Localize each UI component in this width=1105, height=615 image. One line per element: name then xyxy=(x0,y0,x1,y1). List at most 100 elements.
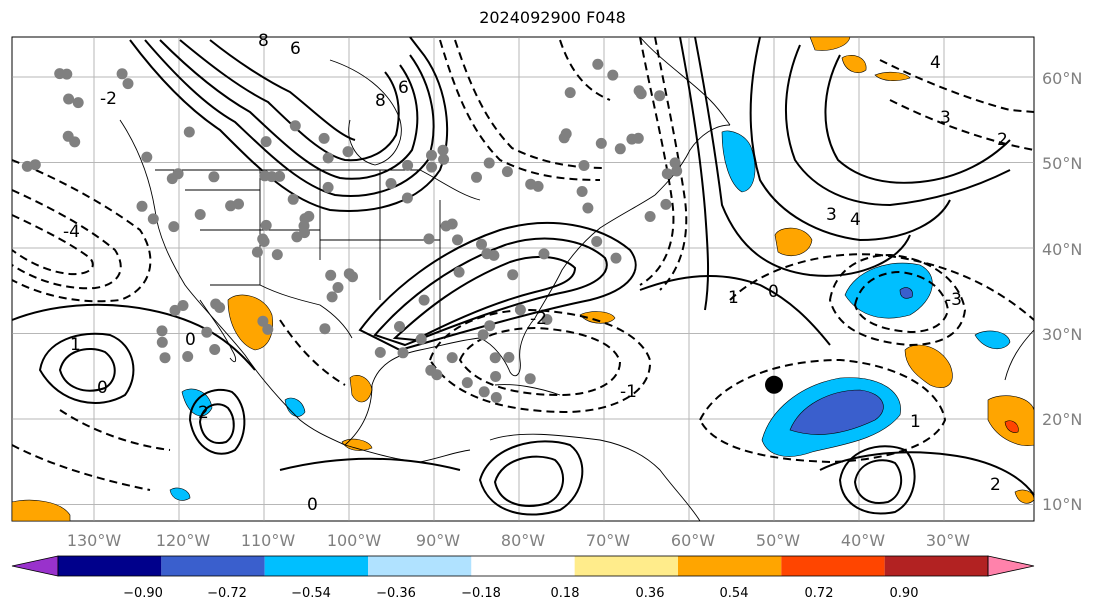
station-dot xyxy=(431,369,443,381)
station-dot xyxy=(177,300,189,311)
station-dot xyxy=(453,266,465,278)
colorbar-tick: 0.18 xyxy=(550,586,580,601)
station-dot xyxy=(418,294,430,306)
lon-label: 100°W xyxy=(327,531,382,550)
contour-pos-3 xyxy=(159,39,419,180)
colorbar-swatch xyxy=(264,556,368,576)
colorbar-tick: 0.36 xyxy=(635,586,665,601)
station-dot xyxy=(490,392,502,403)
station-dot xyxy=(141,151,153,163)
station-dot xyxy=(156,336,168,348)
station-dot xyxy=(183,126,195,138)
lat-labels: 60°N 50°N 40°N 30°N 20°N 10°N xyxy=(1042,69,1082,514)
colorbar xyxy=(11,555,1035,577)
station-dot xyxy=(488,249,500,261)
positive-contours xyxy=(11,36,1035,516)
lon-label: 110°W xyxy=(241,531,296,550)
station-dot xyxy=(471,171,482,183)
colorbar-tick: −0.54 xyxy=(291,586,331,601)
station-dot xyxy=(61,68,73,80)
station-dot xyxy=(437,144,449,156)
lon-label: 30°W xyxy=(926,531,970,550)
lat-label: 50°N xyxy=(1042,154,1082,173)
contour-label: -4 xyxy=(63,222,80,242)
shade-orange-se xyxy=(1014,489,1035,504)
station-dot xyxy=(116,68,128,80)
lon-label: 70°W xyxy=(586,531,630,550)
lat-label: 40°N xyxy=(1042,240,1082,259)
map-title: 2024092900 F048 xyxy=(479,8,626,27)
contour-zero-1 xyxy=(11,303,256,371)
station-dot xyxy=(266,171,278,183)
colorbar-swatch xyxy=(781,556,885,576)
coast-baja xyxy=(199,299,237,363)
contour-pos-5 xyxy=(209,39,356,141)
lon-labels: 130°W 120°W 110°W 100°W 90°W 80°W 70°W 6… xyxy=(67,531,970,550)
station-dot xyxy=(194,209,206,220)
contour-label: 2 xyxy=(997,130,1008,150)
contour-label: 1 xyxy=(728,288,739,308)
contour-label: 0 xyxy=(97,378,108,398)
station-dot xyxy=(326,291,338,303)
shade-orange-mex xyxy=(227,294,273,351)
station-dot xyxy=(503,351,515,363)
contour-label: 8 xyxy=(375,91,386,111)
colorbar-tick: −0.36 xyxy=(376,586,416,601)
contour-ridge-2 xyxy=(373,237,608,347)
station-dot xyxy=(208,171,220,183)
contour-neg-13 xyxy=(729,253,1035,321)
station-dots xyxy=(21,58,683,403)
coast-hudson xyxy=(329,59,402,166)
station-dot xyxy=(262,323,274,335)
contour-label: 3 xyxy=(826,205,837,225)
station-dot xyxy=(322,152,334,164)
station-dot xyxy=(438,153,450,165)
contour-low-east xyxy=(838,445,916,515)
station-dot xyxy=(654,90,666,102)
station-dot xyxy=(147,213,159,225)
station-dot xyxy=(397,347,409,359)
lat-label: 10°N xyxy=(1042,495,1082,514)
contour-label: 3 xyxy=(940,108,951,128)
shade-orange-atl1 xyxy=(774,227,813,256)
station-dot xyxy=(452,234,463,246)
station-dot xyxy=(182,351,194,362)
contour-pos-2 xyxy=(144,39,435,197)
shade-blue-nf xyxy=(721,130,756,193)
contour-neg-14 xyxy=(879,59,1035,113)
colorbar-swatch xyxy=(574,556,678,576)
station-dot xyxy=(610,252,622,264)
contour-low-sw2 xyxy=(58,348,116,392)
negative-contours xyxy=(11,36,1035,491)
station-dot xyxy=(260,219,272,231)
coast-africa xyxy=(1004,329,1035,381)
contour-neg-15 xyxy=(889,99,1035,151)
contour-neg-11 xyxy=(853,270,950,334)
shade-orange-sw xyxy=(11,499,71,522)
contour-label: -2 xyxy=(530,309,547,329)
station-dot xyxy=(260,136,272,148)
station-dot xyxy=(287,193,299,205)
station-dot xyxy=(423,233,435,245)
colorbar-tick: 0.54 xyxy=(719,586,749,601)
station-dot xyxy=(476,238,487,250)
contour-neg-5 xyxy=(454,39,606,169)
contour-label: 2 xyxy=(990,475,1001,495)
contour-low-carib xyxy=(478,440,584,516)
contour-neg-2 xyxy=(11,189,122,290)
contour-pos-9 xyxy=(784,44,1011,207)
contour-low-pac2 xyxy=(198,403,235,444)
station-dot xyxy=(661,168,673,180)
station-dot xyxy=(343,268,355,280)
contour-label: 1 xyxy=(910,412,921,432)
coast-sa xyxy=(489,433,701,522)
contour-neg-10 xyxy=(828,253,967,347)
station-dot xyxy=(318,132,330,144)
contour-label: 4 xyxy=(930,53,941,73)
contour-low-sw xyxy=(38,332,135,404)
station-dot xyxy=(538,248,550,260)
contour-low-pac xyxy=(188,388,246,455)
colorbar-swatch xyxy=(471,556,575,576)
contour-label: 0 xyxy=(307,495,318,515)
